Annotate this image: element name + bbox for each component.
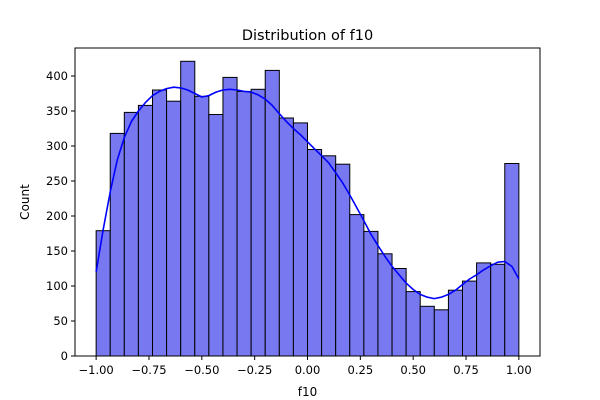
histogram-bar [377,253,393,357]
histogram-bar [433,309,449,357]
histogram-bar [123,111,139,357]
histogram-bar [504,163,520,357]
x-axis: −1.00 −0.75 −0.50 −0.25 0.00 0.25 0.50 0.75 1.00 [79,356,532,377]
histogram-bar [321,155,337,357]
histogram-bar [236,90,252,357]
histogram-bar [180,60,196,357]
y-tick-label: 150 [46,244,68,258]
y-tick-label: 350 [46,104,68,118]
x-axis-label: f10 [298,385,318,399]
y-axis-label: Count [18,184,32,220]
kde-curve [95,86,520,300]
x-tick-label: −0.50 [184,363,219,377]
x-tick-label: 0.00 [295,363,321,377]
histogram-bar [349,214,365,357]
kde-layer [95,86,520,300]
histogram-bar [447,289,463,357]
y-tick-label: 0 [61,349,68,363]
histogram-bar [166,100,182,357]
y-tick-label: 200 [46,209,68,223]
histogram-bar [250,88,266,357]
histogram-bar [363,230,379,357]
y-tick-label: 400 [46,69,68,83]
y-tick-label: 300 [46,139,68,153]
histogram-bar [278,117,294,357]
y-tick-label: 100 [46,279,68,293]
x-tick-label: 0.75 [453,363,479,377]
histogram-bar [307,149,323,357]
x-tick-label: −0.75 [131,363,166,377]
histogram-bar [490,263,506,357]
histogram-bar [405,291,421,357]
x-tick-label: 1.00 [506,363,532,377]
chart-title: Distribution of f10 [242,28,373,44]
y-tick-label: 250 [46,174,68,188]
bars-layer [95,60,520,357]
histogram-bar [222,76,238,357]
histogram-bar [419,305,435,357]
y-tick-label: 50 [53,314,68,328]
x-tick-label: −0.25 [237,363,272,377]
histogram-bar [194,95,210,357]
histogram-bar [476,262,492,357]
histogram-bar [264,69,280,357]
histogram-bar [109,132,125,357]
histogram-bar [292,122,308,357]
histogram-bar [95,230,111,357]
histogram-bar [461,280,478,357]
y-axis: 0 50 100 150 200 250 300 350 400 [46,69,75,363]
histogram-bar [152,89,168,357]
x-tick-label: −1.00 [79,363,114,377]
histogram-bar [137,104,154,357]
x-tick-label: 0.50 [400,363,426,377]
histogram-bar [208,114,224,357]
x-tick-label: 0.25 [348,363,374,377]
